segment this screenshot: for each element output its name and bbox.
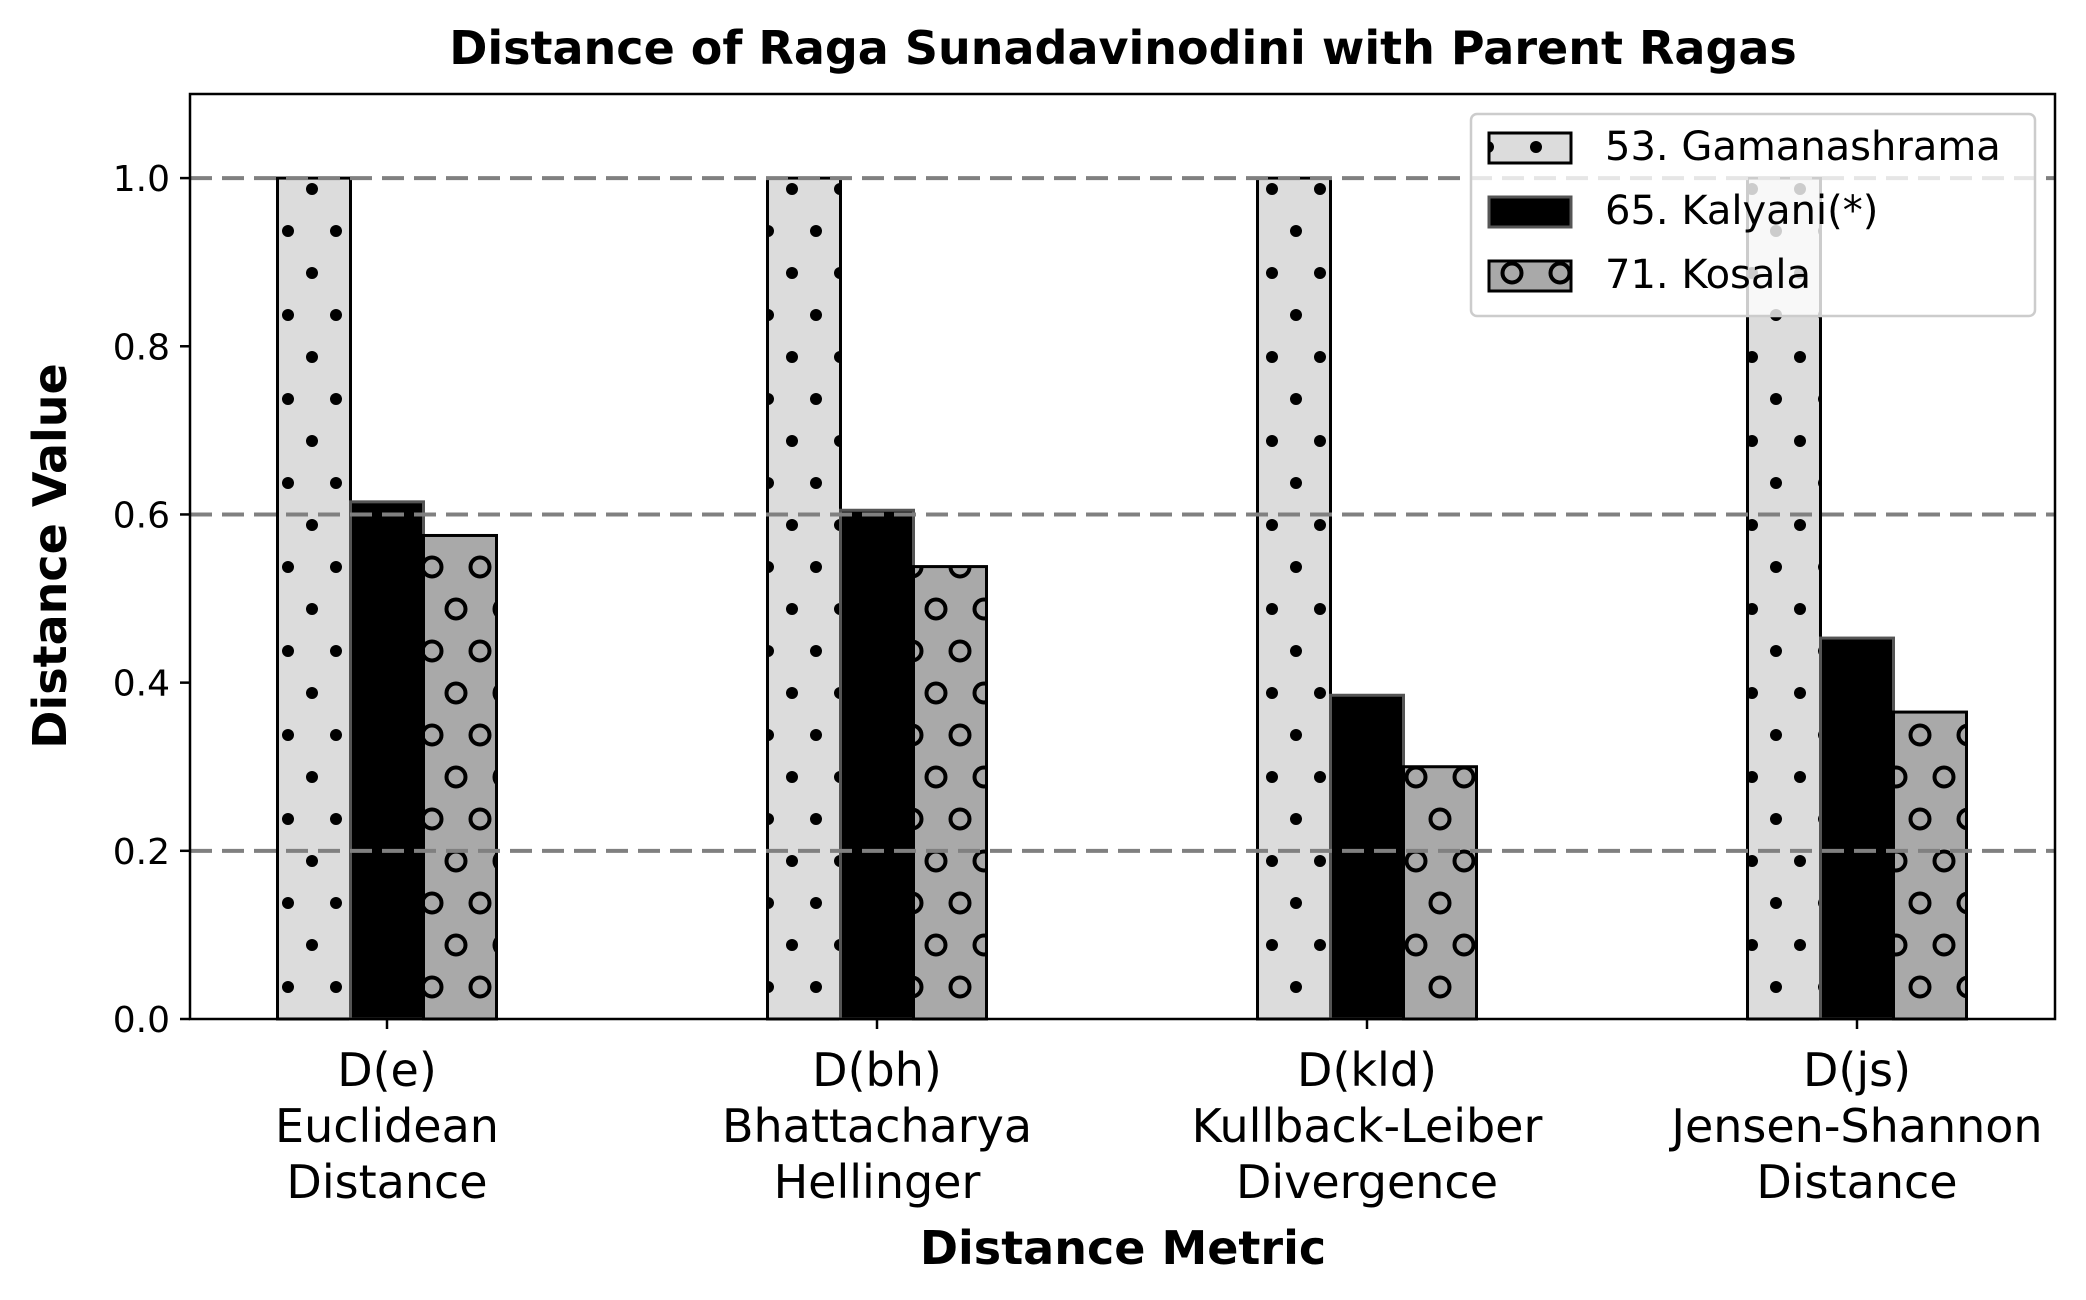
chart-title: Distance of Raga Sunadavinodini with Par… (449, 21, 1797, 75)
bar-series-2-category-4 (1819, 636, 1895, 1021)
y-tick-label: 0.6 (113, 495, 170, 536)
legend-label-2: 65. Kalyani(*) (1605, 188, 1878, 234)
x-tick-label-3: D(kld) Kullback-Leiber Divergence (1192, 1043, 1543, 1209)
x-tick-label-line: Distance (286, 1155, 487, 1209)
bar-series-3-category-2 (912, 565, 988, 1021)
y-tick-label: 0.2 (113, 832, 170, 873)
x-tick-label-line: D(e) (337, 1043, 437, 1097)
bar-series-3-category-4 (1892, 710, 1968, 1021)
x-tick-label-line: Hellinger (774, 1155, 981, 1209)
y-tick-label: 1.0 (113, 159, 170, 200)
x-tick-label-line: Bhattacharya (722, 1099, 1032, 1153)
x-tick-label-line: D(bh) (812, 1043, 942, 1097)
bar-series-2-category-2 (839, 508, 915, 1021)
x-tick-label-line: Divergence (1236, 1155, 1498, 1209)
bar-series-1-category-1 (276, 176, 352, 1021)
x-axis-label: Distance Metric (920, 1221, 1326, 1275)
y-tick-label: 0.0 (113, 1000, 170, 1041)
legend-swatch-3 (1487, 259, 1573, 293)
legend-label-1: 53. Gamanashrama (1605, 124, 2001, 170)
bar-series-1-category-2 (766, 176, 842, 1021)
bar-series-3-category-3 (1402, 765, 1478, 1021)
y-axis-label: Distance Value (23, 363, 77, 748)
x-tick-label-2: D(bh) Bhattacharya Hellinger (722, 1043, 1032, 1209)
bar-series-1-category-4 (1746, 176, 1822, 1021)
plot-area-frame (188, 92, 2057, 1021)
legend-swatch-2 (1487, 195, 1573, 229)
bar-series-1-category-3 (1256, 176, 1332, 1021)
x-tick-label-4: D(js) Jensen-Shannon Distance (1668, 1043, 2042, 1209)
x-tick-label-line: Jensen-Shannon (1668, 1099, 2042, 1153)
legend-box (1469, 112, 2037, 318)
y-tick-label: 0.4 (113, 664, 170, 705)
x-tick-label-line: Euclidean (275, 1099, 499, 1153)
x-tick-label-1: D(e) Euclidean Distance (275, 1043, 499, 1209)
bar-series-3-category-1 (422, 533, 498, 1021)
bar-series-2-category-3 (1329, 693, 1405, 1021)
x-tick-label-line: Distance (1756, 1155, 1957, 1209)
y-tick-label: 0.8 (113, 327, 170, 368)
x-tick-label-line: Kullback-Leiber (1192, 1099, 1543, 1153)
bar-series-2-category-1 (349, 500, 425, 1021)
legend-swatch-1 (1487, 131, 1573, 165)
legend: 53. Gamanashrama 65. Kalyani(*) 71. Kosala (1469, 112, 2037, 318)
legend-label-3: 71. Kosala (1605, 252, 1811, 298)
x-tick-label-line: D(kld) (1297, 1043, 1437, 1097)
x-tick-label-line: D(js) (1803, 1043, 1911, 1097)
